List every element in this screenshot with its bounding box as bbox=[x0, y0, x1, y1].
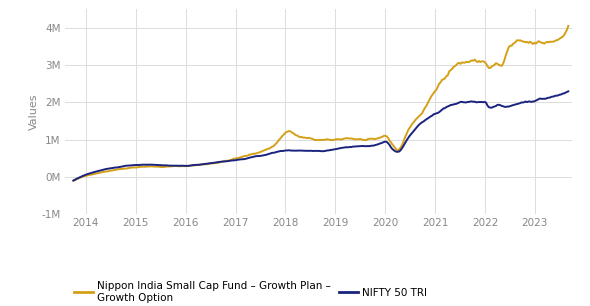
Legend: Nippon India Small Cap Fund – Growth Plan –
Growth Option, NIFTY 50 TRI: Nippon India Small Cap Fund – Growth Pla… bbox=[70, 277, 431, 306]
Y-axis label: Values: Values bbox=[29, 93, 39, 130]
